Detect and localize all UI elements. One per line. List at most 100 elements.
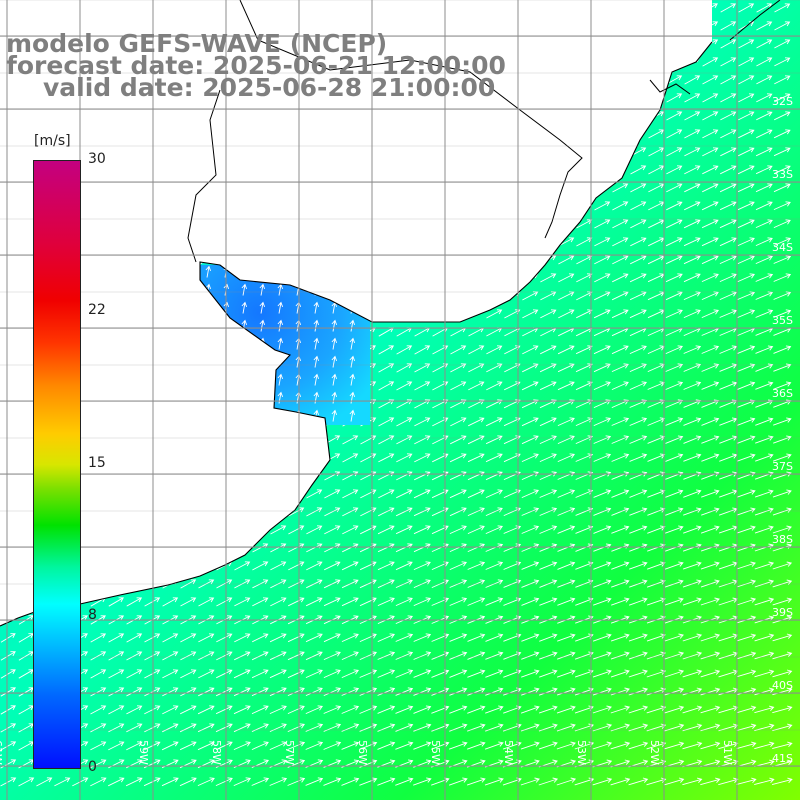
wind-arrow — [701, 237, 719, 247]
wind-arrow — [755, 255, 774, 265]
wind-arrow — [755, 309, 774, 318]
wind-arrow — [342, 489, 359, 499]
wind-arrow — [682, 705, 703, 714]
wind-arrow — [108, 777, 125, 787]
wind-arrow — [612, 255, 629, 265]
wind-arrow — [684, 165, 701, 175]
wind-arrow — [720, 147, 737, 157]
wind-arrow — [611, 381, 629, 391]
wind-arrow — [774, 93, 791, 103]
longitude-label: 61W — [0, 740, 4, 765]
wind-arrow — [521, 435, 539, 445]
wind-arrow — [666, 129, 683, 139]
wind-arrow — [395, 669, 414, 678]
wind-arrow — [521, 687, 540, 696]
colorbar-tick-0: 0 — [88, 759, 97, 775]
wind-arrow — [485, 597, 504, 606]
wind-arrow — [323, 633, 341, 643]
wind-arrow — [592, 687, 612, 696]
wind-arrow — [485, 525, 504, 535]
wind-arrow — [665, 255, 683, 265]
wind-arrow — [485, 705, 504, 714]
wind-arrow — [754, 687, 775, 696]
latitude-label: 40S — [772, 679, 793, 692]
wind-arrow — [342, 453, 359, 463]
longitude-label: 52W — [648, 740, 661, 765]
wind-arrow — [324, 525, 341, 535]
wind-arrow — [467, 453, 485, 463]
longitude-label: 56W — [356, 740, 369, 765]
wind-arrow — [684, 111, 701, 121]
wind-arrow — [241, 301, 248, 314]
wind-arrow — [755, 381, 774, 390]
wind-arrow — [414, 453, 431, 463]
wind-arrow — [684, 93, 701, 103]
wind-arrow — [538, 777, 559, 786]
wind-arrow — [305, 741, 324, 750]
wind-arrow — [664, 633, 684, 642]
wind-arrow — [270, 561, 287, 571]
wind-arrow — [413, 489, 431, 499]
wind-arrow — [359, 669, 378, 678]
wind-arrow — [684, 201, 701, 211]
latitude-label: 35S — [772, 314, 793, 327]
wind-arrow — [349, 373, 356, 386]
wind-arrow — [179, 741, 197, 751]
wind-arrow — [594, 237, 611, 247]
wind-arrow — [449, 561, 468, 571]
valid-date: valid date: 2025-06-28 21:00:00 — [43, 73, 496, 102]
wind-arrow — [755, 165, 773, 175]
wind-arrow — [646, 597, 666, 606]
wind-arrow — [449, 633, 468, 642]
wind-arrow — [287, 633, 305, 643]
wind-arrow — [575, 417, 593, 427]
wind-arrow — [180, 705, 197, 715]
wind-arrow — [647, 489, 666, 498]
wind-arrow — [737, 201, 755, 211]
wind-arrow — [737, 237, 755, 247]
wind-arrow — [646, 651, 666, 660]
wind-arrow — [646, 741, 667, 750]
wind-arrow — [162, 723, 179, 733]
wind-arrow — [719, 363, 738, 372]
wind-arrow — [485, 417, 503, 427]
wind-arrow — [233, 669, 251, 679]
wind-arrow — [539, 489, 558, 498]
wind-arrow — [684, 75, 701, 85]
wind-arrow — [288, 597, 305, 607]
wind-arrow — [773, 345, 792, 354]
wind-arrow — [736, 705, 757, 714]
wind-arrow — [313, 373, 320, 386]
wind-arrow — [755, 417, 774, 426]
wind-arrow — [575, 435, 594, 445]
wind-arrow — [754, 705, 775, 714]
wind-arrow — [683, 381, 702, 390]
wind-arrow — [449, 741, 468, 750]
wind-arrow — [611, 435, 630, 444]
wind-arrow — [737, 453, 756, 462]
wind-arrow — [610, 777, 631, 786]
wind-arrow — [665, 381, 684, 390]
wind-arrow — [162, 669, 179, 679]
wind-arrow — [413, 525, 431, 535]
wind-arrow — [755, 201, 773, 211]
wind-arrow — [449, 687, 468, 696]
wind-arrow — [251, 669, 269, 679]
wind-arrow — [341, 723, 360, 732]
wind-arrow — [737, 219, 755, 229]
wind-arrow — [486, 381, 503, 391]
wind-arrow — [305, 669, 323, 679]
wind-arrow — [395, 561, 413, 571]
wind-arrow — [593, 363, 611, 373]
wind-arrow — [269, 723, 287, 733]
wind-arrow — [108, 741, 125, 751]
wind-arrow — [539, 597, 558, 606]
wind-arrow — [234, 633, 251, 643]
wind-arrow — [701, 417, 720, 426]
wind-arrow — [665, 363, 684, 372]
wind-arrow — [269, 705, 287, 715]
wind-arrow — [556, 669, 576, 678]
wind-arrow — [736, 669, 757, 678]
wind-arrow — [612, 183, 629, 193]
wind-arrow — [630, 183, 647, 193]
